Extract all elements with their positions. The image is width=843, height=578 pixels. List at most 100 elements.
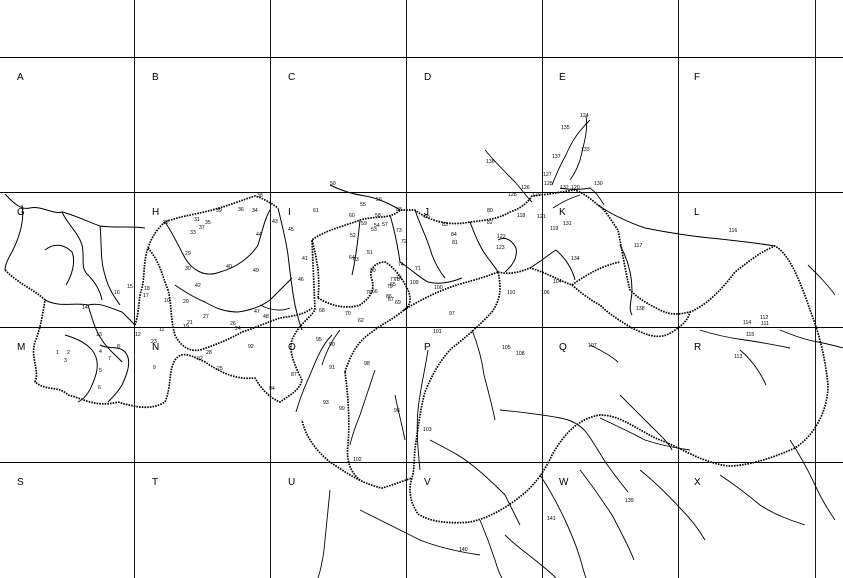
region-label-42: 42 <box>195 283 201 289</box>
cell-letter-j: J <box>424 207 429 218</box>
region-label-53: 53 <box>371 227 377 233</box>
region-label-54: 54 <box>374 223 380 229</box>
cell-letter-i: I <box>288 207 291 218</box>
region-label-49: 49 <box>253 268 259 274</box>
region-label-85: 85 <box>424 214 430 220</box>
cell-letter-d: D <box>424 72 431 83</box>
region-label-14: 14 <box>82 305 88 311</box>
region-label-97: 97 <box>449 311 455 317</box>
cell-letter-h: H <box>152 207 159 218</box>
region-label-48: 48 <box>263 314 269 320</box>
region-label-16: 16 <box>114 290 120 296</box>
region-label-101: 101 <box>433 329 442 335</box>
cell-letter-x: X <box>694 477 701 488</box>
region-label-86: 86 <box>386 294 392 300</box>
region-label-15: 15 <box>127 284 133 290</box>
region-label-5: 5 <box>99 368 102 374</box>
region-label-35: 35 <box>205 220 211 226</box>
region-label-121: 121 <box>537 214 546 220</box>
cell-letter-v: V <box>424 477 431 488</box>
region-label-25: 25 <box>217 366 223 372</box>
region-label-19: 19 <box>183 324 189 330</box>
region-label-61: 61 <box>313 208 319 214</box>
region-label-22: 22 <box>197 356 203 362</box>
region-label-123: 123 <box>496 245 505 251</box>
region-label-98: 98 <box>364 361 370 367</box>
cell-letter-w: W <box>559 477 569 488</box>
region-label-83: 83 <box>442 222 448 228</box>
region-label-18: 18 <box>144 286 150 292</box>
region-label-110: 110 <box>507 290 515 296</box>
cell-letter-p: P <box>424 342 431 353</box>
region-label-111: 111 <box>761 321 769 327</box>
region-label-99: 99 <box>339 406 345 412</box>
region-label-11: 11 <box>159 327 164 333</box>
region-label-92: 92 <box>248 344 254 350</box>
region-label-70: 70 <box>345 311 351 317</box>
region-label-138: 138 <box>636 306 645 312</box>
cell-letter-m: M <box>17 342 25 353</box>
region-label-79: 79 <box>387 284 393 290</box>
region-label-136: 136 <box>486 159 495 165</box>
region-label-137: 137 <box>552 154 561 160</box>
cell-letter-q: Q <box>559 342 567 353</box>
region-label-37: 37 <box>199 225 205 231</box>
cell-letter-u: U <box>288 477 295 488</box>
region-label-140: 140 <box>459 547 468 553</box>
cell-letter-l: L <box>694 207 700 218</box>
cell-letter-g: G <box>17 207 25 218</box>
region-label-126: 126 <box>521 185 530 191</box>
region-label-24: 24 <box>235 326 241 332</box>
region-label-73: 73 <box>396 228 402 234</box>
region-label-139: 139 <box>625 498 634 504</box>
cell-letter-s: S <box>17 477 24 488</box>
region-label-81: 81 <box>452 240 458 246</box>
region-label-43: 43 <box>272 219 278 225</box>
region-label-100: 100 <box>434 285 443 291</box>
region-label-82: 82 <box>487 220 493 226</box>
region-label-58: 58 <box>375 213 381 219</box>
region-label-30: 30 <box>185 266 191 272</box>
region-label-57: 57 <box>382 222 388 228</box>
region-label-67: 67 <box>388 297 394 303</box>
region-label-21: 21 <box>187 320 193 326</box>
region-label-63: 63 <box>353 257 359 263</box>
cell-letter-f: F <box>694 72 700 83</box>
region-label-52: 52 <box>350 233 356 239</box>
region-label-8: 8 <box>117 344 120 350</box>
region-label-125: 125 <box>544 181 553 187</box>
region-label-80: 80 <box>487 208 493 214</box>
region-label-115: 115 <box>746 332 754 338</box>
cell-letter-e: E <box>559 72 566 83</box>
region-label-77: 77 <box>390 277 396 283</box>
region-label-109: 109 <box>410 280 419 286</box>
region-label-119: 119 <box>550 226 558 232</box>
region-label-74: 74 <box>398 262 404 268</box>
region-label-108: 108 <box>516 351 525 357</box>
grid-cell-letters: A B C D E F G H I J K L M N O P Q R S T U V W X <box>17 72 701 488</box>
region-label-107: 107 <box>588 343 597 349</box>
region-label-75: 75 <box>396 275 402 281</box>
region-label-113: 113 <box>734 354 742 360</box>
region-label-64: 64 <box>349 255 355 261</box>
region-label-72: 72 <box>401 239 407 245</box>
region-label-117: 117 <box>634 243 642 249</box>
region-label-41: 41 <box>302 256 308 262</box>
inner-boundary-east <box>411 261 691 479</box>
region-label-9: 9 <box>153 365 156 371</box>
region-label-133: 133 <box>581 147 590 153</box>
region-label-38: 38 <box>257 193 263 199</box>
cell-letter-k: K <box>559 207 566 218</box>
region-label-112: 112 <box>760 315 768 321</box>
region-label-127: 127 <box>543 172 552 178</box>
region-label-134: 134 <box>571 256 580 262</box>
region-label-17: 17 <box>143 293 149 299</box>
region-label-90: 90 <box>329 342 335 348</box>
region-label-28: 28 <box>206 350 212 356</box>
region-label-27: 27 <box>203 314 209 320</box>
region-label-33: 33 <box>190 230 196 236</box>
region-label-78: 78 <box>394 277 400 283</box>
outer-boundary <box>4 189 829 524</box>
